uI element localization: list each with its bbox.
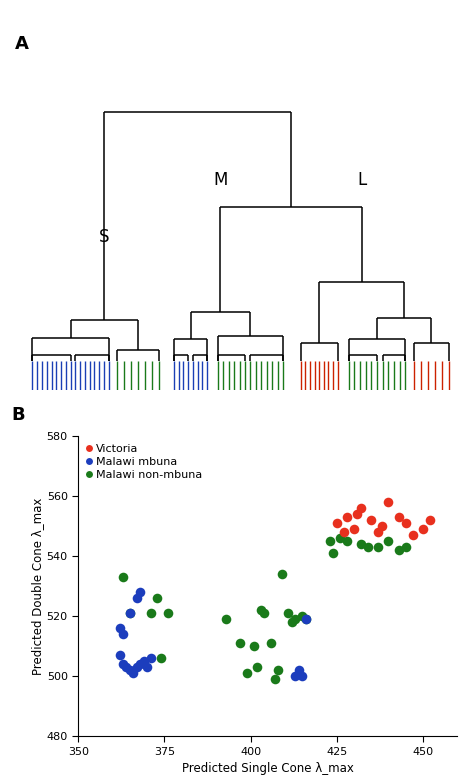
Point — [285, 607, 292, 619]
Point — [119, 658, 127, 671]
Point — [267, 637, 275, 650]
Point — [426, 514, 434, 527]
Point — [237, 637, 244, 650]
Point — [137, 586, 144, 598]
Point — [223, 613, 230, 626]
Point — [254, 661, 261, 673]
Point — [116, 649, 123, 661]
Point — [329, 547, 337, 559]
Point — [147, 652, 155, 664]
Point — [261, 607, 268, 619]
Text: A: A — [15, 35, 29, 53]
Text: B: B — [12, 407, 26, 425]
Point — [302, 613, 310, 626]
Point — [164, 607, 172, 619]
Point — [140, 655, 147, 668]
Point — [354, 508, 361, 520]
Point — [367, 514, 375, 527]
Point — [129, 667, 137, 679]
Point — [295, 664, 302, 676]
Point — [250, 640, 258, 652]
Point — [147, 607, 155, 619]
Point — [157, 652, 165, 664]
Point — [257, 604, 264, 616]
Point — [143, 661, 151, 673]
Point — [126, 607, 134, 619]
Point — [271, 673, 279, 686]
Point — [402, 541, 410, 553]
Text: S: S — [99, 228, 109, 246]
Legend: Victoria, Malawi mbuna, Malawi non-mbuna: Victoria, Malawi mbuna, Malawi non-mbuna — [84, 442, 204, 481]
Point — [126, 664, 134, 676]
Point — [357, 502, 365, 514]
Point — [385, 535, 392, 548]
Point — [278, 568, 285, 580]
Point — [343, 535, 351, 548]
Point — [357, 538, 365, 551]
Y-axis label: Predicted Double Cone λ_max: Predicted Double Cone λ_max — [31, 498, 44, 675]
X-axis label: Predicted Single Cone λ_max: Predicted Single Cone λ_max — [182, 762, 354, 775]
Point — [302, 613, 310, 626]
Point — [409, 529, 416, 541]
Point — [374, 526, 382, 538]
Point — [292, 613, 299, 626]
Point — [299, 610, 306, 622]
Point — [137, 658, 144, 671]
Point — [119, 571, 127, 583]
Point — [374, 541, 382, 553]
Point — [123, 661, 130, 673]
Point — [340, 526, 347, 538]
Point — [154, 592, 161, 605]
Point — [395, 544, 402, 556]
Point — [378, 520, 385, 533]
Text: L: L — [357, 171, 366, 189]
Point — [364, 541, 372, 553]
Point — [343, 511, 351, 523]
Point — [292, 670, 299, 682]
Point — [299, 670, 306, 682]
Point — [274, 664, 282, 676]
Point — [119, 628, 127, 640]
Point — [395, 511, 402, 523]
Text: M: M — [213, 171, 228, 189]
Point — [133, 661, 141, 673]
Point — [243, 667, 251, 679]
Point — [333, 517, 340, 530]
Point — [350, 523, 358, 535]
Point — [133, 592, 141, 605]
Point — [288, 616, 296, 629]
Point — [337, 532, 344, 545]
Point — [385, 496, 392, 509]
Point — [326, 535, 334, 548]
Point — [402, 517, 410, 530]
Point — [126, 607, 134, 619]
Point — [116, 622, 123, 634]
Point — [419, 523, 427, 535]
